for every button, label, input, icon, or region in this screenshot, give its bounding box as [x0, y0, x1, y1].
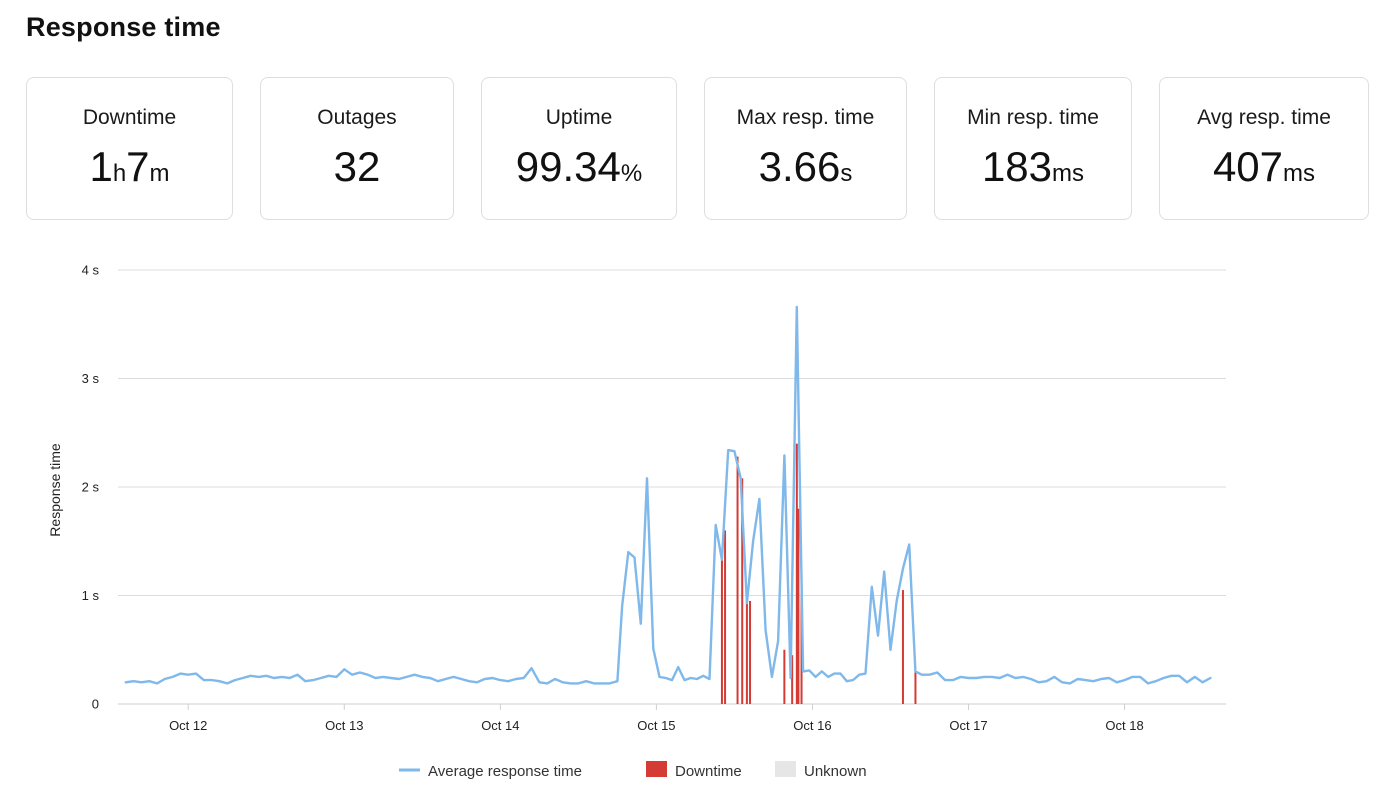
min-resp-number: 183	[981, 143, 1053, 190]
legend: Average response time Downtime Unknown	[399, 761, 867, 780]
max-resp-label: Max resp. time	[736, 106, 875, 129]
downtime-bar	[791, 655, 794, 704]
y-tick-label: 3 s	[82, 371, 100, 386]
downtime-label: Downtime	[82, 106, 177, 129]
average-response-line	[124, 305, 1212, 685]
avg-resp-number: 407	[1212, 143, 1284, 190]
uptime-number: 99.34	[515, 143, 621, 190]
outages-value: 32	[261, 143, 453, 191]
downtime-hours: 1	[89, 143, 113, 190]
response-line-layer	[124, 305, 1212, 685]
x-tick-label: Oct 18	[1105, 718, 1143, 733]
y-axis-ticks: 0 1 s 2 s 3 s 4 s	[82, 263, 100, 712]
legend-label-unknown: Unknown	[804, 763, 867, 780]
downtime-bar	[741, 478, 744, 704]
outages-count: 32	[333, 143, 381, 190]
x-tick-label: Oct 12	[169, 718, 207, 733]
legend-downtime-swatch	[646, 761, 667, 777]
x-tick-label: Oct 15	[637, 718, 675, 733]
downtime-bar	[720, 559, 723, 704]
legend-unknown-swatch	[775, 761, 796, 777]
min-resp-unit: ms	[1052, 160, 1085, 187]
x-tick-label: Oct 14	[481, 718, 519, 733]
legend-label-average: Average response time	[428, 763, 582, 780]
downtime-minutes-unit: m	[149, 160, 170, 187]
downtime-bar	[724, 530, 727, 704]
y-tick-label: 2 s	[82, 480, 100, 495]
outages-card: Outages 32	[260, 77, 454, 220]
downtime-bar	[901, 590, 904, 704]
avg-resp-card: Avg resp. time 407ms	[1159, 77, 1369, 220]
uptime-label: Uptime	[545, 106, 613, 129]
downtime-bar	[745, 595, 748, 704]
response-time-chart: 01 s2 s3 s4 s Oct 12 Oct 13 Oct 14 Oct 15 Oc…	[47, 263, 1226, 780]
downtime-bar	[749, 600, 752, 704]
max-resp-number: 3.66	[758, 143, 841, 190]
downtime-bar	[783, 649, 786, 704]
min-resp-value: 183ms	[935, 143, 1131, 198]
min-resp-card: Min resp. time 183ms	[934, 77, 1132, 220]
grid-lines	[118, 269, 1226, 705]
page-title: Response time	[26, 12, 221, 42]
uptime-unit: %	[620, 160, 643, 187]
uptime-card: Uptime 99.34%	[481, 77, 677, 220]
avg-resp-unit: ms	[1283, 160, 1316, 187]
min-resp-label: Min resp. time	[967, 106, 1099, 129]
avg-resp-value: 407ms	[1160, 143, 1368, 198]
x-tick-label: Oct 17	[949, 718, 987, 733]
y-tick-label: 4 s	[82, 263, 100, 278]
downtime-bar	[795, 443, 798, 704]
downtime-bar	[797, 508, 800, 704]
downtime-bar	[736, 456, 739, 704]
max-resp-card: Max resp. time 3.66s	[704, 77, 907, 220]
y-axis-title: Response time	[47, 443, 63, 537]
x-tick-label: Oct 13	[325, 718, 363, 733]
x-axis-ticks: Oct 12 Oct 13 Oct 14 Oct 15 Oct 16 Oct 17 Oct …	[169, 704, 1144, 733]
downtime-minutes: 7	[126, 143, 150, 190]
max-resp-unit: s	[840, 160, 853, 187]
max-resp-value: 3.66s	[705, 143, 906, 198]
y-tick-label: 1 s	[82, 588, 100, 603]
y-tick-label: 0	[92, 697, 99, 712]
x-tick-label: Oct 16	[793, 718, 831, 733]
downtime-card: Downtime 1h7m	[26, 77, 233, 220]
downtime-hours-unit: h	[112, 160, 127, 187]
downtime-value: 1h7m	[27, 143, 232, 198]
legend-label-downtime: Downtime	[675, 763, 742, 780]
downtime-bar	[914, 671, 917, 704]
avg-resp-label: Avg resp. time	[1197, 106, 1331, 129]
outages-label: Outages	[317, 106, 397, 129]
uptime-value: 99.34%	[482, 143, 676, 198]
